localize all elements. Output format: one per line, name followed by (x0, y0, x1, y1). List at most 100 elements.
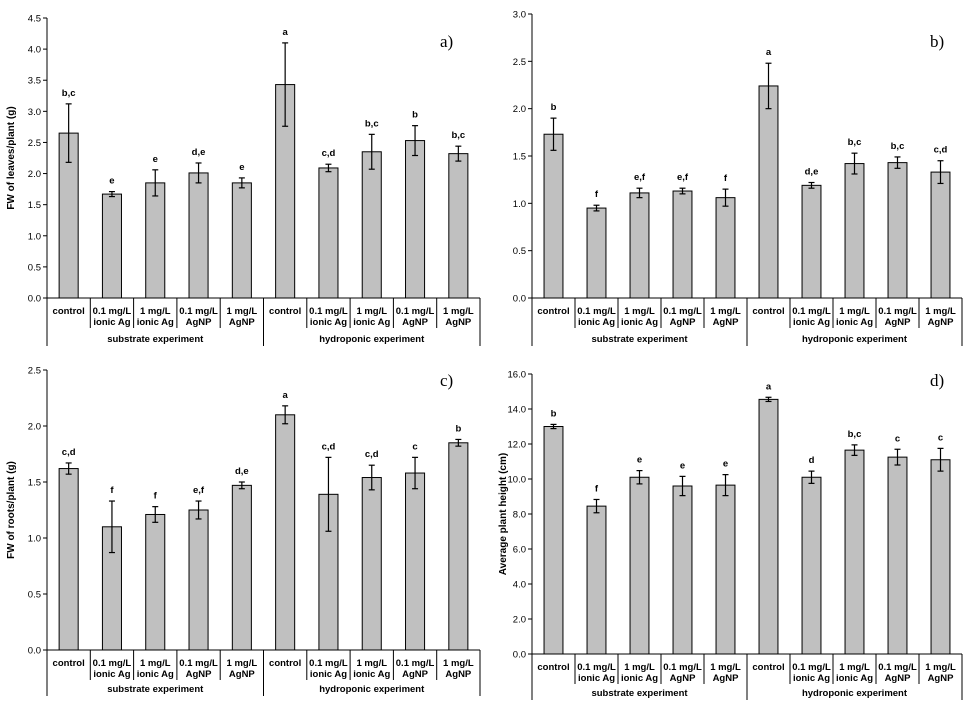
category-label: 0.1 mg/L (878, 662, 917, 673)
bar (145, 513, 166, 651)
significance-letter: e,f (193, 485, 205, 496)
category-label: 0.1 mg/L (396, 658, 435, 669)
significance-letter: c (412, 441, 417, 452)
category-label: ionic Ag (793, 317, 830, 328)
category-label: 1 mg/L (839, 306, 870, 317)
panel-label: d) (930, 371, 944, 390)
category-label: AgNP (885, 317, 912, 328)
significance-letter: a (766, 381, 772, 392)
bar (586, 207, 607, 299)
significance-letter: d,e (805, 167, 819, 178)
bar (405, 472, 426, 651)
significance-letter: c,d (322, 148, 336, 159)
bar (672, 190, 693, 299)
category-label: control (537, 662, 569, 673)
bar (629, 192, 650, 299)
y-tick-label: 1.0 (28, 231, 41, 242)
category-label: AgNP (928, 317, 955, 328)
significance-letter: a (283, 390, 289, 401)
bar (844, 163, 865, 299)
significance-letter: a (283, 27, 289, 38)
significance-letter: e (723, 459, 728, 470)
category-label: 1 mg/L (443, 658, 474, 669)
y-tick-label: 14.0 (508, 405, 527, 416)
category-label: 1 mg/L (227, 658, 258, 669)
category-label: AgNP (885, 673, 912, 684)
bar (231, 484, 252, 651)
significance-letter: f (724, 173, 728, 184)
panel-d-plant-height: Average plant height (cm) d) substrate e… (498, 370, 963, 700)
panel-label: b) (930, 32, 944, 51)
y-tick-label: 4.0 (513, 580, 526, 591)
category-label: 1 mg/L (839, 662, 870, 673)
y-tick-label: 3.0 (28, 107, 41, 118)
category-label: ionic Ag (836, 673, 873, 684)
significance-letter: e (153, 154, 158, 165)
group-label-hydroponic: hydroponic experiment (319, 684, 425, 695)
category-label: ionic Ag (137, 317, 174, 328)
y-tick-label: 0.5 (28, 262, 41, 273)
category-label: ionic Ag (836, 317, 873, 328)
group-label-substrate: substrate experiment (107, 334, 204, 345)
category-label: ionic Ag (793, 673, 830, 684)
category-label: ionic Ag (353, 317, 390, 328)
category-label: 1 mg/L (925, 662, 956, 673)
category-label: 1 mg/L (710, 662, 741, 673)
category-label: control (53, 306, 85, 317)
panel-c-roots-fw: FW of roots/plant (g) c) substrate exper… (6, 366, 481, 696)
significance-letter: f (595, 483, 599, 494)
group-label-hydroponic: hydroponic experiment (802, 334, 908, 345)
bar (58, 468, 79, 651)
group-label-hydroponic: hydroponic experiment (319, 334, 425, 345)
category-label: 0.1 mg/L (577, 306, 616, 317)
category-label: AgNP (229, 317, 256, 328)
panel-label: c) (440, 371, 453, 390)
category-label: ionic Ag (93, 317, 130, 328)
category-label: 0.1 mg/L (792, 662, 831, 673)
bar (101, 193, 122, 299)
category-label: 1 mg/L (227, 306, 258, 317)
bar (758, 85, 779, 299)
category-label: ionic Ag (621, 317, 658, 328)
category-label: 1 mg/L (624, 306, 655, 317)
significance-letter: b,c (848, 137, 862, 148)
y-tick-label: 2.5 (28, 366, 41, 377)
significance-letter: e (109, 176, 114, 187)
y-tick-label: 2.0 (513, 104, 526, 115)
significance-letter: b,c (62, 88, 76, 99)
y-tick-label: 12.0 (508, 440, 527, 451)
category-label: 0.1 mg/L (309, 306, 348, 317)
bar (887, 162, 908, 299)
group-label-substrate: substrate experiment (591, 334, 688, 345)
significance-letter: e (680, 460, 685, 471)
category-label: ionic Ag (578, 673, 615, 684)
panel-label: a) (440, 32, 453, 51)
bar (188, 509, 209, 651)
significance-letter: c (895, 433, 900, 444)
significance-letter: d,e (192, 147, 206, 158)
bar (672, 485, 693, 655)
category-label: control (752, 662, 784, 673)
y-tick-label: 10.0 (508, 475, 527, 486)
y-tick-label: 0.0 (513, 650, 526, 661)
category-label: AgNP (229, 669, 256, 680)
category-label: AgNP (713, 317, 740, 328)
group-label-substrate: substrate experiment (107, 684, 204, 695)
bar (758, 398, 779, 655)
y-tick-label: 0.5 (513, 246, 526, 257)
category-label: ionic Ag (310, 669, 347, 680)
bar (887, 456, 908, 655)
bar (930, 171, 951, 299)
category-label: AgNP (402, 669, 429, 680)
bar (930, 459, 951, 655)
significance-letter: c,d (62, 447, 76, 458)
y-tick-label: 1.0 (28, 534, 41, 545)
panel-b: b) substrate experiment hydroponic exper… (513, 10, 963, 346)
bar (543, 133, 564, 299)
category-label: control (269, 658, 301, 669)
category-label: 1 mg/L (443, 306, 474, 317)
category-label: 0.1 mg/L (309, 658, 348, 669)
category-label: 0.1 mg/L (792, 306, 831, 317)
y-tick-label: 16.0 (508, 370, 527, 381)
